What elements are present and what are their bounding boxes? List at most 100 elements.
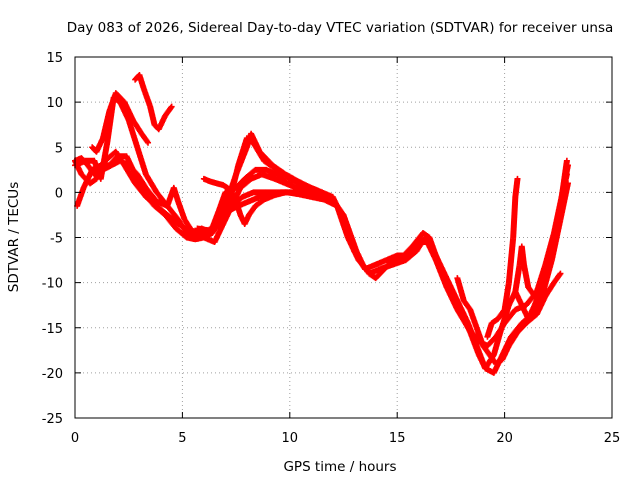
y-tick-label: -15 [42,322,63,337]
y-tick-label: -10 [42,277,63,292]
data-point-plus [557,181,568,214]
data-point-plus [480,342,492,357]
data-point-plus [518,312,535,327]
data-point-plus [233,176,247,191]
data-point-plus [467,306,480,330]
data-point-plus [456,302,471,325]
data-point-plus [151,202,168,218]
data-point-plus [233,198,243,217]
x-tick-label: 0 [71,431,79,446]
data-point-plus [112,90,127,105]
data-point-plus [134,171,149,190]
data-point-plus [460,297,473,312]
data-point-plus [334,202,351,240]
data-point-plus [117,99,132,122]
data-point-plus [211,222,226,246]
data-point-plus [495,307,507,322]
data-point-plus [355,257,372,276]
y-tick-label: 15 [46,51,63,66]
data-marks [72,72,571,376]
data-point-plus [99,109,113,142]
series-track-i [200,175,289,227]
data-point-plus [175,198,188,222]
data-point-plus [501,281,512,313]
data-point-plus [140,189,157,208]
y-tick-label: 5 [55,141,63,156]
data-point-plus [531,280,544,300]
data-point-plus [162,211,179,231]
series-track-d [89,90,152,155]
data-point-plus [175,216,189,235]
y-tick-label: -20 [42,367,63,382]
y-tick-label: 10 [46,96,63,111]
data-point-plus [413,235,428,255]
data-point-plus [544,249,555,268]
data-point-plus [484,334,499,349]
data-point-plus [78,155,90,168]
data-point-plus [499,344,512,363]
data-point-plus [261,157,279,172]
data-point-plus [168,103,175,110]
x-tick-label: 5 [178,431,186,446]
x-tick-label: 20 [496,431,513,446]
data-point-plus [505,330,520,349]
data-point-plus [514,175,521,182]
x-tick-label: 15 [389,431,406,446]
y-tick-label: -5 [50,232,63,247]
data-point-plus [443,284,460,312]
data-point-plus [134,144,149,176]
data-point-plus [529,289,546,318]
data-point-plus [473,342,488,371]
data-point-plus [323,194,330,201]
data-point-plus [439,266,454,289]
data-point-plus [245,204,258,218]
data-point-plus [542,280,557,300]
data-point-plus [402,248,419,264]
data-point-plus [430,248,445,271]
y-axis-label: SDTVAR / TECUs [6,182,22,292]
data-point-plus [142,171,159,195]
data-point-plus [493,321,507,340]
data-point-plus [235,136,250,169]
data-point-plus [389,257,408,268]
data-point-plus [93,136,106,155]
data-point-plus [505,235,517,286]
data-point-plus [564,162,571,169]
data-point-plus [224,184,234,195]
data-point-plus [501,307,518,327]
data-point-plus [258,171,277,182]
grid-lines [75,57,612,418]
data-point-plus [273,166,292,182]
series-track-j [484,175,521,340]
data-point-plus [170,184,181,204]
data-point-plus [344,234,361,262]
x-axis-label: GPS time / hours [283,459,396,475]
data-point-plus [512,263,523,295]
data-point-plus [540,258,555,295]
data-point-plus [145,139,152,146]
data-point-plus [138,130,151,145]
data-point-plus [563,157,570,164]
data-point-plus [129,117,144,136]
data-point-plus [209,213,224,232]
data-point-plus [523,312,539,327]
series-track-l [454,270,564,367]
data-point-plus [557,270,564,277]
data-point-plus [510,195,519,241]
data-point-plus [282,189,289,196]
x-tick-label: 25 [604,431,621,446]
data-point-plus [250,139,267,163]
data-point-plus [447,284,462,307]
data-point-plus [473,324,486,348]
data-point-plus [533,294,548,318]
data-point-plus [514,321,529,336]
data-point-plus [273,171,290,186]
axis-ticks: 0 5 10 15 20 25 15 10 5 0 -5 -10 -15 -20 -25 [42,51,621,446]
data-point-plus [162,104,174,119]
data-point-plus [125,117,140,149]
data-point-plus [563,171,570,178]
data-point-plus [121,99,136,122]
series-track-k [512,171,570,300]
data-point-plus [299,182,318,193]
